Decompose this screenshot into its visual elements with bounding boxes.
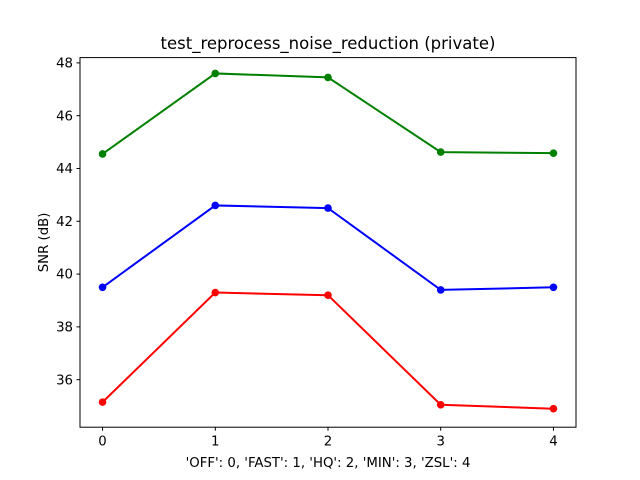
green-series-marker [436,148,445,156]
blue-series-marker [211,201,220,210]
y-tick-label: 46 [56,109,73,124]
x-tick-label: 2 [324,435,332,450]
red-series-marker [98,398,107,406]
y-tick-label: 48 [56,56,73,71]
blue-series-marker [549,283,558,292]
x-tick-label: 0 [98,435,106,450]
axes-frame [79,57,577,428]
x-tick-label: 1 [211,435,219,450]
y-axis-label: SNR (dB) [37,213,52,273]
x-tick-label: 3 [436,435,444,450]
blue-series-marker [98,283,107,292]
x-tick-label: 4 [549,435,557,450]
chart-title: test_reprocess_noise_reduction (private) [161,34,496,54]
blue-series-line [101,204,555,291]
green-series-line [101,72,555,155]
red-series-marker [549,404,558,413]
y-tick-label: 36 [56,373,73,388]
red-series-marker [436,400,445,409]
red-series-marker [211,288,220,297]
green-series-marker [324,73,332,82]
x-axis-label: 'OFF': 0, 'FAST': 1, 'HQ': 2, 'MIN': 3, … [186,456,471,471]
green-series-marker [98,150,107,158]
blue-series-marker [436,286,445,294]
red-series-line [101,291,555,410]
y-tick-label: 38 [56,320,73,335]
green-series-marker [549,149,558,157]
red-series-marker [324,291,332,300]
y-tick-label: 40 [56,268,73,283]
green-series-marker [211,69,220,78]
y-tick-label: 44 [56,162,73,177]
y-tick-label: 42 [56,215,73,230]
blue-series-marker [324,204,332,212]
